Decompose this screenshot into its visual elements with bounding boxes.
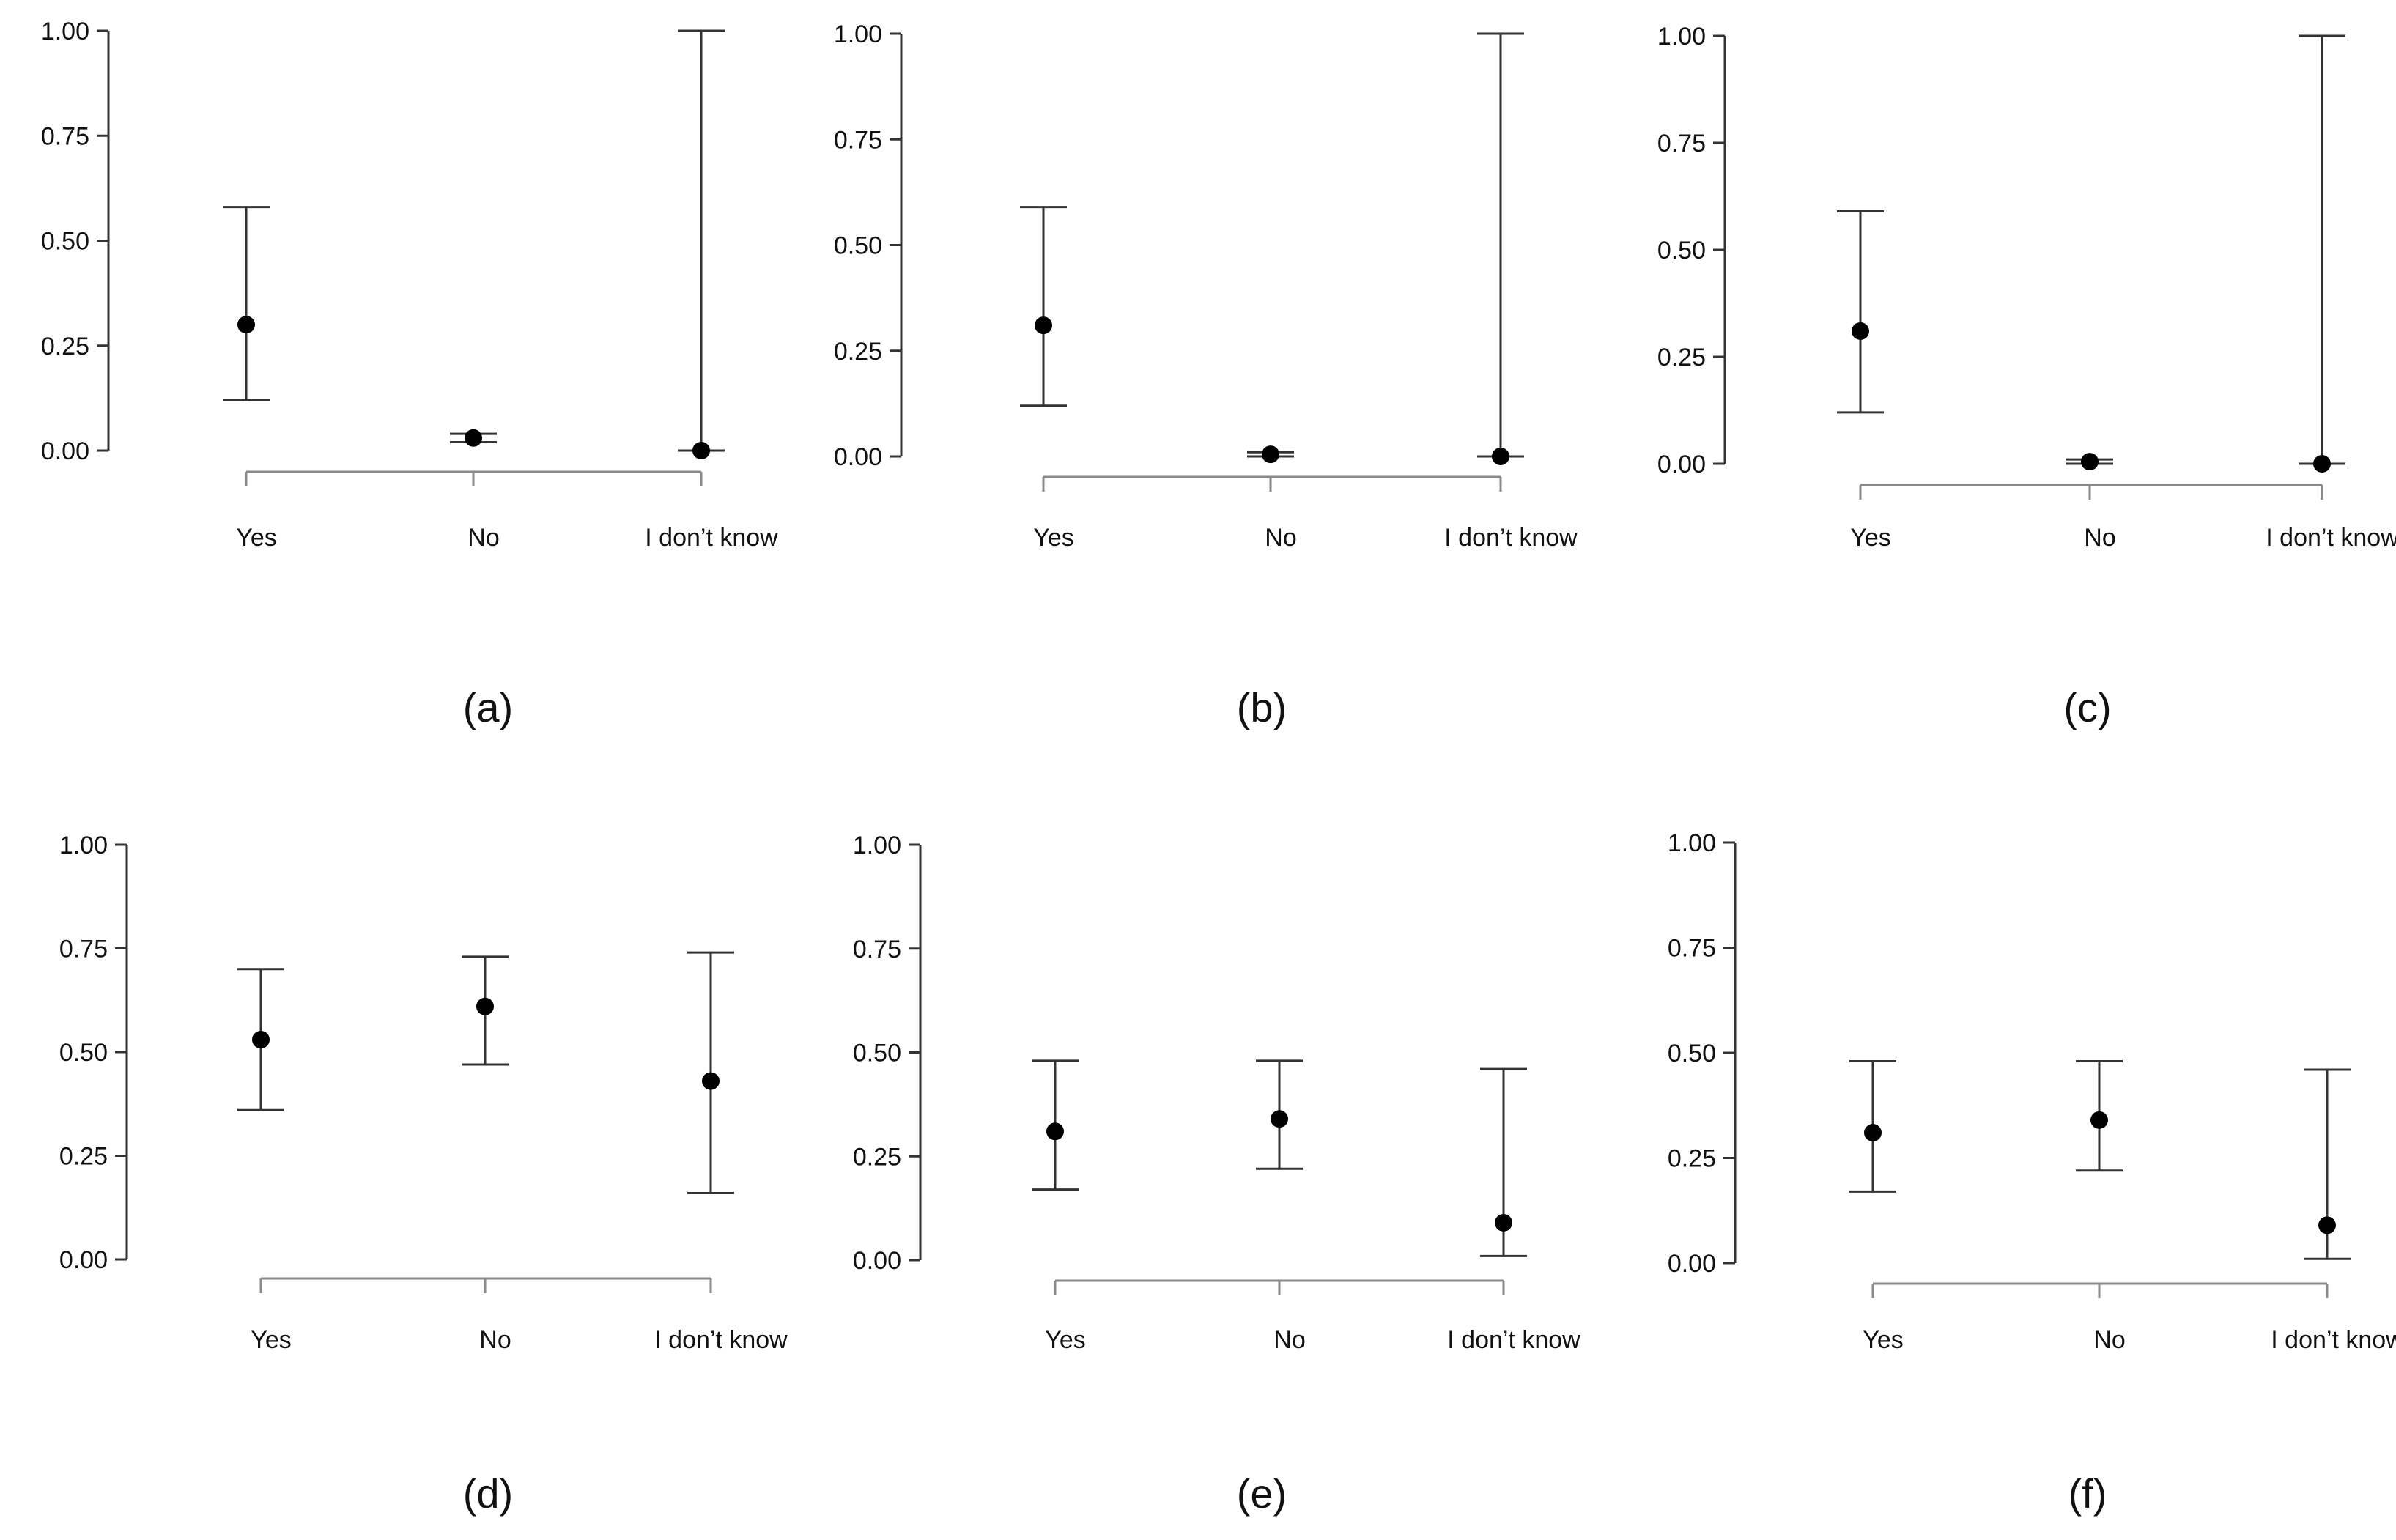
data-point bbox=[2090, 1111, 2108, 1129]
x-tick-label: No bbox=[1273, 1326, 1305, 1354]
chart-panel-2: 0.00 0.25 0.50 0.75 1.00 Yes No I don’t know (b) bbox=[834, 21, 1578, 730]
panel-label: (a) bbox=[463, 684, 513, 730]
x-tick-label: Yes bbox=[1045, 1326, 1085, 1354]
y-tick-label: 0.50 bbox=[1668, 1040, 1716, 1067]
x-tick-label: No bbox=[2084, 524, 2115, 552]
panel-label: (f) bbox=[2068, 1470, 2107, 1517]
y-tick-label: 1.00 bbox=[853, 832, 901, 859]
y-tick-label: 1.00 bbox=[41, 18, 89, 45]
panel-label: (e) bbox=[1237, 1470, 1287, 1517]
data-point bbox=[1262, 445, 1279, 464]
x-tick-label: No bbox=[1265, 524, 1296, 552]
y-tick-label: 0.25 bbox=[59, 1143, 108, 1171]
data-point bbox=[465, 429, 482, 447]
y-tick-label: 0.75 bbox=[834, 126, 882, 154]
chart-panel-3: 0.00 0.25 0.50 0.75 1.00 Yes No I don’t know (c) bbox=[1657, 23, 2396, 730]
panel-label: (c) bbox=[2063, 684, 2111, 730]
y-tick-label: 0.00 bbox=[1657, 451, 1706, 478]
y-tick-label: 0.75 bbox=[853, 936, 901, 963]
data-point bbox=[1271, 1110, 1288, 1128]
y-tick-label: 0.50 bbox=[59, 1039, 108, 1067]
x-tick-label: I don’t know bbox=[1447, 1326, 1580, 1354]
y-tick-label: 0.50 bbox=[834, 232, 882, 260]
data-point bbox=[2081, 453, 2099, 471]
data-point bbox=[1864, 1124, 1882, 1142]
x-tick-label: I don’t know bbox=[2271, 1326, 2396, 1354]
data-point bbox=[1035, 316, 1052, 335]
x-tick-label: Yes bbox=[251, 1326, 291, 1354]
x-tick-label: I don’t know bbox=[645, 524, 778, 552]
data-point bbox=[1495, 1213, 1512, 1232]
y-tick-label: 0.75 bbox=[1668, 935, 1716, 963]
x-tick-label: No bbox=[2093, 1326, 2125, 1354]
data-point bbox=[1852, 322, 1869, 340]
y-tick-label: 0.25 bbox=[1657, 344, 1706, 371]
panel-label: (d) bbox=[463, 1470, 513, 1517]
y-tick-label: 0.75 bbox=[1657, 130, 1706, 158]
y-tick-label: 0.00 bbox=[41, 437, 89, 465]
x-tick-label: Yes bbox=[236, 524, 276, 552]
data-point bbox=[2318, 1216, 2336, 1234]
chart-panels: 0.00 0.25 0.50 0.75 1.00 Yes No I don’t know (a)… bbox=[41, 18, 2396, 1517]
y-tick-label: 1.00 bbox=[1668, 829, 1716, 857]
y-tick-label: 1.00 bbox=[59, 832, 108, 859]
data-point bbox=[252, 1031, 270, 1049]
data-point bbox=[2313, 455, 2331, 473]
chart-panel-1: 0.00 0.25 0.50 0.75 1.00 Yes No I don’t know (a) bbox=[41, 18, 778, 730]
data-point bbox=[476, 997, 494, 1015]
y-tick-label: 0.75 bbox=[59, 936, 108, 963]
chart-panel-6: 0.00 0.25 0.50 0.75 1.00 Yes No I don’t know (f) bbox=[1668, 829, 2396, 1517]
y-tick-label: 0.25 bbox=[853, 1143, 901, 1171]
x-tick-label: Yes bbox=[1850, 524, 1890, 552]
data-point bbox=[1046, 1122, 1064, 1141]
x-tick-label: Yes bbox=[1033, 524, 1073, 552]
x-tick-label: No bbox=[467, 524, 499, 552]
x-tick-label: I don’t know bbox=[654, 1326, 788, 1354]
y-tick-label: 0.50 bbox=[41, 228, 89, 256]
y-tick-label: 0.00 bbox=[834, 443, 882, 471]
y-tick-label: 0.25 bbox=[834, 338, 882, 366]
x-tick-label: No bbox=[479, 1326, 511, 1354]
data-point bbox=[237, 316, 255, 334]
x-tick-label: Yes bbox=[1863, 1326, 1903, 1354]
chart-panel-4: 0.00 0.25 0.50 0.75 1.00 Yes No I don’t know (d) bbox=[59, 832, 788, 1517]
y-tick-label: 0.00 bbox=[1668, 1250, 1716, 1278]
data-point bbox=[702, 1072, 720, 1090]
y-tick-label: 0.50 bbox=[853, 1040, 901, 1067]
y-tick-label: 0.50 bbox=[1657, 237, 1706, 264]
y-tick-label: 1.00 bbox=[1657, 23, 1706, 51]
y-tick-label: 0.25 bbox=[1668, 1145, 1716, 1173]
y-tick-label: 0.75 bbox=[41, 122, 89, 150]
chart-panel-5: 0.00 0.25 0.50 0.75 1.00 Yes No I don’t know (e) bbox=[853, 832, 1580, 1517]
y-tick-label: 0.00 bbox=[853, 1247, 901, 1275]
x-tick-label: I don’t know bbox=[1444, 524, 1578, 552]
data-point bbox=[1492, 448, 1509, 465]
y-tick-label: 0.00 bbox=[59, 1246, 108, 1274]
y-tick-label: 0.25 bbox=[41, 333, 89, 360]
y-tick-label: 1.00 bbox=[834, 21, 882, 48]
data-point bbox=[692, 442, 710, 459]
x-tick-label: I don’t know bbox=[2266, 524, 2396, 552]
panel-label: (b) bbox=[1237, 684, 1287, 730]
